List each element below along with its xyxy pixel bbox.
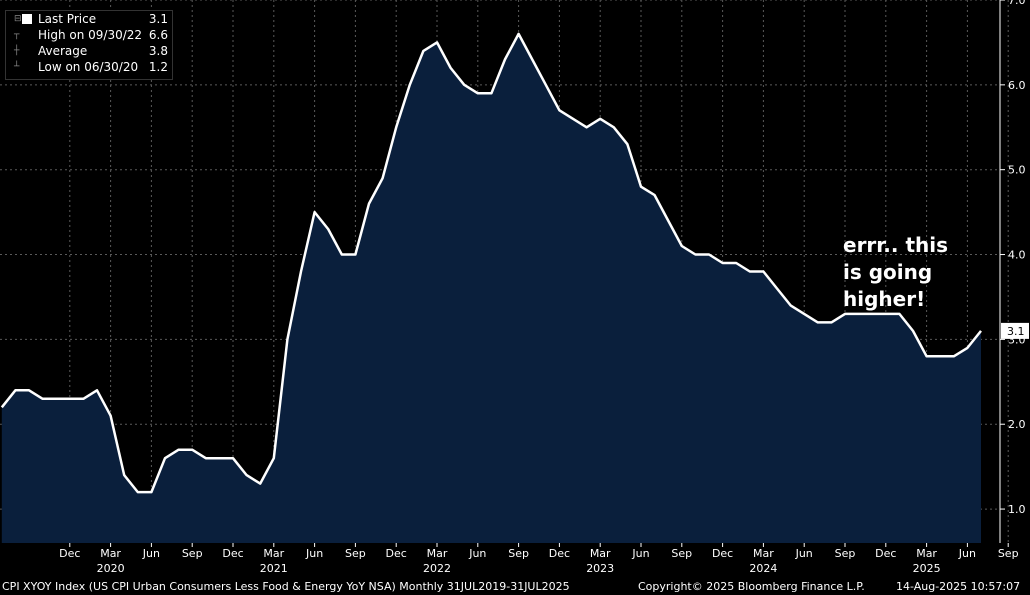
last-value-badge-text: 3.1 [1007, 325, 1025, 338]
annotation: errr.. this is going higher! [843, 232, 948, 313]
last-value-badge-bg [1001, 322, 1029, 339]
legend: ⊟ Last Price 3.1 ┬ High on 09/30/22 6.6 … [5, 10, 173, 80]
x-tick-label: Mar [590, 547, 611, 560]
collapse-icon[interactable]: ⊟ [14, 14, 22, 24]
legend-row-high: ┬ High on 09/30/22 6.6 [6, 27, 172, 43]
x-tick-label: Dec [386, 547, 407, 560]
y-axis-ticks: 1.02.03.04.05.06.07.0 [1000, 0, 1026, 516]
x-tick-label: Mar [916, 547, 937, 560]
x-tick-label: Mar [100, 547, 121, 560]
x-axis-ticks: Dec Mar Jun Sep Dec Mar Jun Sep Dec Mar Jun Sep Dec M… [59, 543, 1019, 575]
tree-branch-icon: ┼ [14, 46, 20, 56]
y-tick-label: 2.0 [1008, 418, 1026, 431]
x-tick-label: Sep [182, 547, 203, 560]
legend-label: Low on 06/30/20 [38, 60, 139, 74]
x-tick-label: Dec [59, 547, 80, 560]
x-tick-label: Jun [958, 547, 976, 560]
footer: CPI XYOY Index (US CPI Urban Consumers L… [0, 578, 1030, 595]
x-tick-label: Sep [345, 547, 366, 560]
x-tick-label: Mar [263, 547, 284, 560]
x-year-label: 2025 [913, 562, 941, 575]
y-tick-label: 1.0 [1008, 503, 1026, 516]
x-year-label: 2023 [586, 562, 614, 575]
x-tick-label: Dec [712, 547, 733, 560]
x-year-label: 2021 [260, 562, 288, 575]
x-tick-label: Jun [631, 547, 649, 560]
x-tick-label: Jun [795, 547, 813, 560]
footer-security-description: CPI XYOY Index (US CPI Urban Consumers L… [2, 580, 570, 593]
y-tick-label: 6.0 [1008, 79, 1026, 92]
last-value-badge: 3.1 [1001, 322, 1029, 339]
area-fill [1, 33, 982, 544]
x-tick-label: Jun [468, 547, 486, 560]
x-tick-label: Sep [508, 547, 529, 560]
y-tick-label: 5.0 [1008, 164, 1026, 177]
x-tick-label: Sep [998, 547, 1019, 560]
footer-copyright: Copyright© 2025 Bloomberg Finance L.P. [638, 580, 865, 593]
legend-row-average: ┼ Average 3.8 [6, 43, 172, 59]
x-year-label: 2022 [423, 562, 451, 575]
x-tick-label: Jun [142, 547, 160, 560]
annotation-line: errr.. this [843, 233, 949, 257]
x-tick-label: Dec [875, 547, 896, 560]
x-tick-label: Sep [671, 547, 692, 560]
x-tick-label: Jun [305, 547, 323, 560]
annotation-line: higher! [843, 287, 926, 311]
x-year-label: 2020 [97, 562, 125, 575]
legend-label: Last Price [38, 12, 97, 26]
legend-value: 1.2 [148, 60, 168, 74]
x-tick-label: Mar [753, 547, 774, 560]
tree-branch-icon: ┴ [14, 62, 20, 72]
y-tick-label: 4.0 [1008, 249, 1026, 262]
legend-swatch [22, 14, 32, 24]
legend-value: 3.1 [148, 12, 168, 26]
x-tick-label: Dec [222, 547, 243, 560]
legend-value: 6.6 [148, 28, 168, 42]
legend-row-low: ┴ Low on 06/30/20 1.2 [6, 59, 172, 75]
annotation-line: is going [843, 260, 933, 284]
x-tick-label: Dec [549, 547, 570, 560]
legend-label: High on 09/30/22 [38, 28, 143, 42]
legend-label: Average [38, 44, 88, 58]
footer-timestamp: 14-Aug-2025 10:57:07 [896, 580, 1021, 593]
tree-branch-icon: ┬ [14, 30, 20, 40]
x-tick-label: Sep [835, 547, 856, 560]
x-tick-label: Mar [427, 547, 448, 560]
chart: 1.02.03.04.05.06.07.0 Dec Mar Jun Sep Dec Mar… [0, 0, 1029, 575]
x-year-label: 2024 [749, 562, 777, 575]
legend-row-last-price: ⊟ Last Price 3.1 [6, 11, 172, 27]
series-line [0, 32, 982, 494]
y-tick-label: 7.0 [1008, 0, 1026, 7]
legend-value: 3.8 [148, 44, 168, 58]
